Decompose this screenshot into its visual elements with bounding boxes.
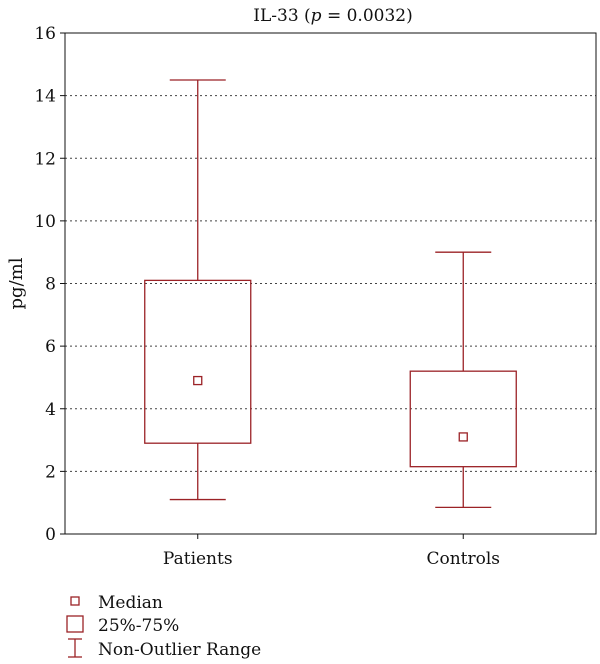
y-tick-label: 8 [45,275,56,295]
legend-iqr-label: 25%-75% [98,616,179,636]
legend-box-icon [66,615,84,633]
box-iqr [409,370,517,468]
box-patients [144,79,252,501]
boxes [144,79,517,509]
y-tick-label: 4 [45,400,56,420]
median-marker [193,375,203,386]
title-suffix: = 0.0032) [322,6,413,26]
legend: Median 25%-75% Non-Outlier Range [66,593,261,660]
y-axis-ticks: 0 2 4 6 8 10 12 14 16 [34,24,65,545]
legend-median-label: Median [98,593,163,613]
legend-item-range: Non-Outlier Range [68,638,261,660]
y-tick-label: 12 [34,149,56,169]
box-iqr [144,279,252,444]
gridlines [65,95,596,472]
chart-title: IL-33 (p = 0.0032) [253,6,412,26]
median-marker [458,432,468,442]
title-prefix: IL-33 ( [253,6,310,26]
y-tick-label: 14 [34,87,56,107]
y-tick-label: 0 [45,525,56,545]
legend-item-iqr: 25%-75% [66,615,179,636]
box-controls [409,251,517,509]
y-tick-label: 6 [45,337,56,357]
y-tick-label: 2 [45,462,56,482]
y-tick-label: 10 [34,212,56,232]
y-tick-label: 16 [34,24,56,44]
legend-range-label: Non-Outlier Range [98,640,261,660]
legend-item-median: Median [70,593,163,613]
x-tick-label: Patients [163,549,233,569]
legend-median-icon [70,596,80,606]
title-p-symbol: p [311,6,322,26]
x-tick-label: Controls [426,549,500,569]
y-axis-label: pg/ml [6,257,27,309]
x-axis-ticks: Patients Controls [163,534,500,569]
